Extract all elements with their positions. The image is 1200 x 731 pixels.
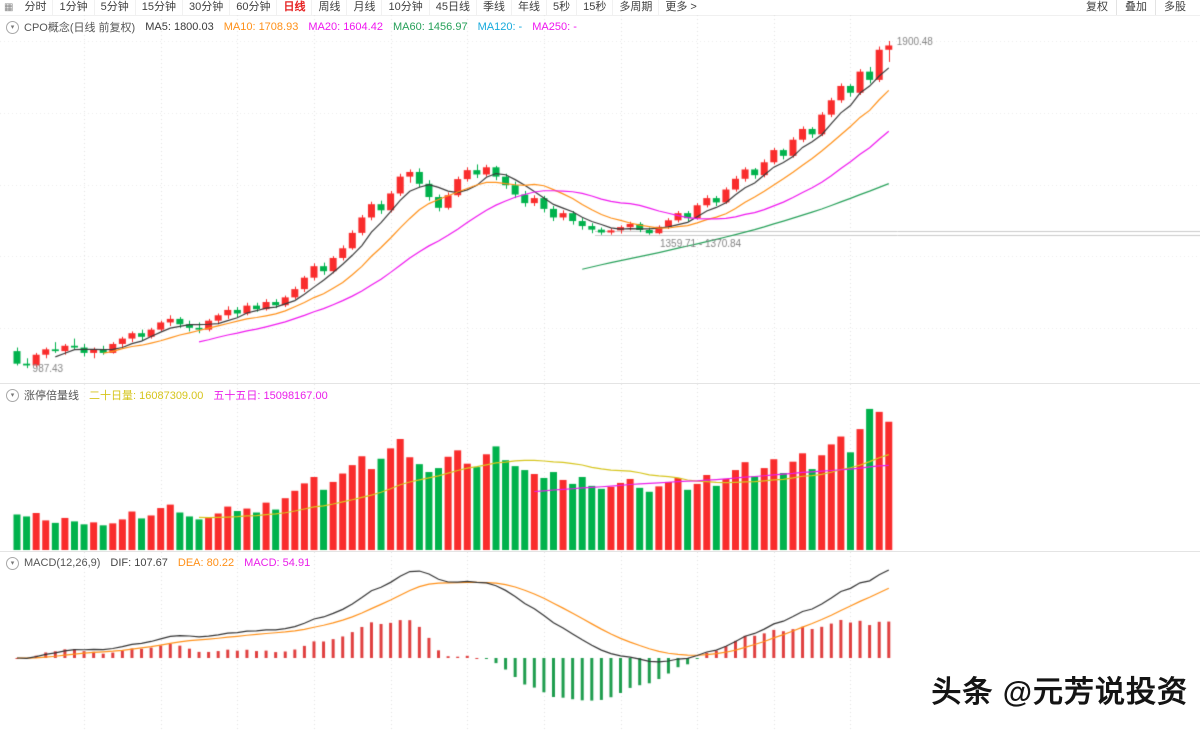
timeframe-30分钟[interactable]: 30分钟 (181, 0, 229, 15)
macd-indicator-labels: DIF: 107.67 DEA: 80.22 MACD: 54.91 (110, 557, 320, 569)
volume-chart[interactable] (0, 384, 1200, 551)
timeframe-15分钟[interactable]: 15分钟 (134, 0, 182, 15)
ma-indicator-labels: MA5: 1800.03 MA10: 1708.93 MA20: 1604.42 MA… (145, 21, 587, 33)
panel-divider (0, 383, 1200, 384)
volume-panel-header: ▾ 涨停倍量线 二十日量: 16087309.00 五十五日: 15098167.… (6, 388, 338, 402)
volume-indicator-labels: 二十日量: 16087309.00 五十五日: 15098167.00 (89, 387, 338, 403)
timeframe-多周期[interactable]: 多周期 (612, 0, 658, 15)
collapse-icon[interactable]: ▾ (6, 556, 19, 570)
timeframe-toolbar: ▦ 分时 1分钟 5分钟 15分钟 30分钟 60分钟 日线 周线 月线 10分钟 45日线 季线 年线… (0, 0, 1200, 16)
panel-divider (0, 551, 1200, 552)
indicator-label: MA5: 1800.03 (145, 21, 214, 33)
timeframe-5秒[interactable]: 5秒 (545, 0, 576, 15)
main-chart-header: ▾ CPO概念(日线 前复权) MA5: 1800.03 MA10: 1708.9… (6, 20, 587, 34)
timeframe-1分钟[interactable]: 1分钟 (52, 0, 93, 15)
collapse-icon[interactable]: ▾ (6, 20, 19, 34)
toolbar-叠加[interactable]: 叠加 (1116, 0, 1155, 15)
indicator-label: DEA: 80.22 (177, 557, 235, 569)
indicator-label: MA120: - (477, 21, 523, 33)
main-candlestick-chart[interactable] (0, 15, 1200, 384)
volume-panel-title: 涨停倍量线 (24, 390, 79, 402)
timeframe-menu: 分时 1分钟 5分钟 15分钟 30分钟 60分钟 日线 周线 月线 10分钟 45日线 季线 年线 5秒… (18, 0, 702, 15)
timeframe-月线[interactable]: 月线 (346, 0, 381, 15)
macd-panel-header: ▾ MACD(12,26,9) DIF: 107.67 DEA: 80.22 MAC… (6, 556, 320, 570)
timeframe-年线[interactable]: 年线 (510, 0, 546, 15)
timeframe-周线[interactable]: 周线 (311, 0, 346, 15)
timeframe-分时[interactable]: 分时 (24, 1, 47, 13)
timeframe-15秒[interactable]: 15秒 (576, 0, 612, 15)
timeframe-5分钟[interactable]: 5分钟 (93, 0, 135, 15)
indicator-label: MA10: 1708.93 (223, 21, 299, 33)
toolbar-复权[interactable]: 复权 (1086, 1, 1108, 13)
indicator-label: MA60: 1456.97 (392, 21, 468, 33)
collapse-icon[interactable]: ▾ (6, 388, 19, 402)
timeframe-更多 >[interactable]: 更多 > (658, 0, 702, 15)
timeframe-45日线[interactable]: 45日线 (428, 0, 476, 15)
watermark: 头条 @元芳说投资 (931, 676, 1188, 709)
toolbar-right-menu: 复权 叠加 多股 (1078, 0, 1194, 15)
indicator-label: MA20: 1604.42 (308, 21, 383, 33)
main-chart-title: CPO概念(日线 前复权) (24, 22, 136, 34)
indicator-label: 二十日量: 16087309.00 (89, 390, 204, 402)
indicator-label: DIF: 107.67 (110, 557, 168, 569)
macd-panel-title: MACD(12,26,9) (24, 557, 101, 569)
indicator-label: MA250: - (532, 21, 577, 33)
timeframe-10分钟[interactable]: 10分钟 (381, 0, 428, 15)
indicator-label: 五十五日: 15098167.00 (213, 390, 328, 402)
window-icon[interactable]: ▦ (4, 2, 14, 13)
macd-chart[interactable] (0, 552, 1200, 731)
timeframe-日线[interactable]: 日线 (276, 0, 311, 15)
toolbar-多股[interactable]: 多股 (1155, 0, 1194, 15)
timeframe-60分钟[interactable]: 60分钟 (229, 0, 276, 15)
timeframe-季线[interactable]: 季线 (475, 0, 511, 15)
indicator-label: MACD: 54.91 (244, 557, 311, 569)
